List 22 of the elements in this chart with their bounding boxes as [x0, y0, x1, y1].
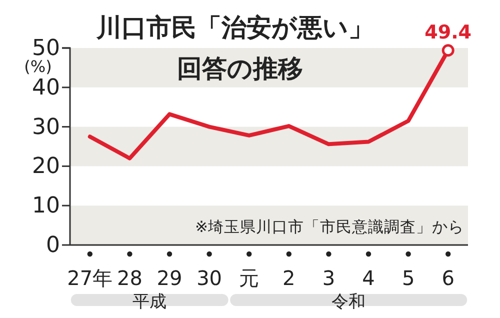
text: 令和	[332, 292, 366, 312]
y-tick-label: 20	[32, 154, 60, 180]
y-tick-label: 40	[32, 75, 60, 100]
annotation: ※埼玉県川口市「市民意識調査」から	[195, 218, 464, 236]
x-tick-label: 6	[442, 266, 454, 290]
text: 平成	[132, 292, 167, 312]
x-tick-label: 3	[322, 266, 336, 290]
y-tick-label: 30	[32, 114, 60, 140]
x-tick-label: 2	[282, 266, 296, 290]
x-tick-label: 5	[402, 266, 415, 290]
x-tick-label: 28	[116, 266, 142, 290]
y-tick-label: 0	[46, 233, 60, 258]
data-label: 49.4	[424, 21, 472, 44]
x-tick-label: 30	[196, 266, 222, 290]
y-tick-label: 10	[32, 194, 60, 219]
x-tick-label: 元	[239, 266, 260, 290]
x-tick-label: 4	[362, 266, 375, 290]
chart-subtitle: 回答の推移	[177, 54, 303, 83]
chart-title: 川口市民「治安が悪い」	[96, 13, 374, 42]
y-axis-title: (%)	[24, 57, 52, 76]
x-tick-label: 27年	[67, 266, 113, 290]
x-tick-label: 29	[156, 266, 182, 290]
